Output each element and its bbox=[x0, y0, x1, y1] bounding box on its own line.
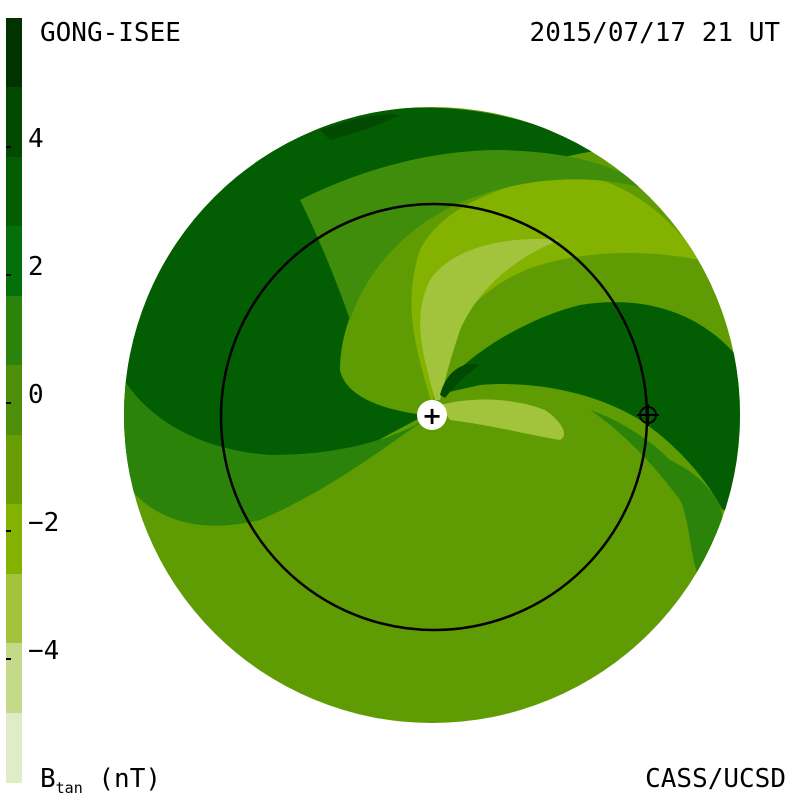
credit-label: CASS/UCSD bbox=[645, 764, 786, 794]
colorbar bbox=[6, 18, 22, 783]
source-label: GONG-ISEE bbox=[40, 18, 181, 48]
colorbar-segment bbox=[6, 226, 22, 297]
colorbar-segment bbox=[6, 156, 22, 228]
field-region-lighter bbox=[420, 239, 560, 400]
field-region-mid-top bbox=[300, 150, 650, 320]
colorbar-segment bbox=[6, 643, 22, 714]
field-region-dark-right bbox=[436, 302, 740, 510]
timestamp-label: 2015/07/17 21 UT bbox=[529, 18, 780, 48]
colorbar-segment bbox=[6, 365, 22, 436]
colorbar-tick-label: 0 bbox=[28, 380, 44, 410]
sun-marker-icon: + bbox=[422, 402, 442, 430]
colorbar-segment bbox=[6, 87, 22, 158]
unit-text: (nT) bbox=[98, 764, 162, 794]
field-region-darkest-top bbox=[320, 114, 400, 140]
field-region-light bbox=[411, 174, 700, 405]
field-region-lighter-tail bbox=[440, 399, 565, 440]
colorbar-segment bbox=[6, 504, 22, 575]
colorbar-tick-mark bbox=[6, 146, 11, 148]
colorbar-tick-label: 4 bbox=[28, 124, 44, 154]
earth-marker-icon bbox=[637, 404, 659, 426]
colorbar-tick-mark bbox=[6, 274, 11, 276]
colorbar-tick-label: −2 bbox=[28, 508, 60, 538]
field-region-dark-left bbox=[124, 107, 600, 510]
unit-label: Btan (nT) bbox=[40, 766, 161, 796]
colorbar-tick-mark bbox=[6, 658, 11, 660]
colorbar-segment bbox=[6, 573, 22, 645]
field-region-darkest bbox=[440, 364, 480, 398]
unit-symbol: B bbox=[40, 764, 56, 794]
colorbar-segment bbox=[6, 18, 22, 89]
map-disk bbox=[124, 107, 740, 723]
colorbar-tick-mark bbox=[6, 402, 11, 404]
colorbar-segment bbox=[6, 434, 22, 506]
field-region-mid-right bbox=[590, 410, 730, 580]
colorbar-tick-label: −4 bbox=[28, 636, 60, 666]
colorbar-tick-mark bbox=[6, 530, 11, 532]
field-region-mid-low bbox=[124, 380, 425, 526]
colorbar-segment bbox=[6, 712, 22, 783]
sun-disk bbox=[417, 400, 447, 430]
colorbar-tick-label: 2 bbox=[28, 252, 44, 282]
unit-subscript: tan bbox=[55, 779, 83, 797]
colorbar-segment bbox=[6, 295, 22, 367]
